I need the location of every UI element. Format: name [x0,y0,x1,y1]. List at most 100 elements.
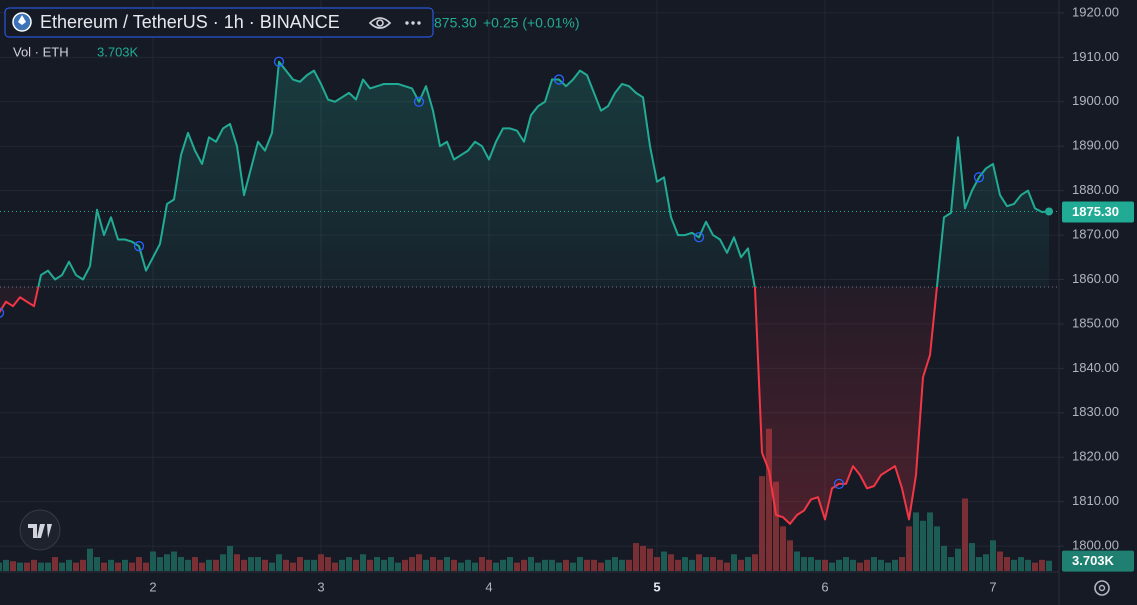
volume-bar [234,554,240,571]
volume-label-box [1062,550,1134,572]
volume-bar [101,562,107,571]
volume-bar [682,557,688,571]
volume-bar [206,559,212,571]
eye-icon[interactable] [368,17,392,29]
settings-icon[interactable] [1094,580,1110,596]
volume-bar [766,428,772,571]
volume-bar [297,557,303,571]
volume-bar [976,557,982,571]
event-marker [133,241,145,252]
more-icon[interactable] [405,21,421,25]
volume-bar [1011,559,1017,571]
volume-bar [220,554,226,571]
price-change: +0.25 (+0.01%) [483,15,580,31]
y-tick-label: 1830.00 [1072,404,1119,419]
x-tick-label: 5 [653,579,660,594]
y-tick-label: 1850.00 [1072,315,1119,330]
volume-bar [577,557,583,571]
volume-bar [1032,562,1038,571]
volume-bar [535,562,541,571]
volume-bar [857,562,863,571]
volume-bar [108,559,114,571]
volume-bar [654,557,660,571]
y-tick-label: 1870.00 [1072,227,1119,242]
volume-bar [927,512,933,571]
volume-bar [185,559,191,571]
volume-bar [430,557,436,571]
y-tick-label: 1900.00 [1072,93,1119,108]
volume-bar [1025,559,1031,571]
y-tick-label: 1840.00 [1072,360,1119,375]
volume-bar [269,562,275,571]
volume-bar [479,557,485,571]
event-marker [833,478,845,490]
volume-bar [10,561,16,571]
x-tick-label: 2 [149,579,156,594]
volume-bar [899,557,905,571]
volume-bar [815,559,821,571]
volume-bar [241,559,247,571]
volume-bar [52,557,58,571]
volume-bar [969,543,975,571]
volume-bar [871,557,877,571]
volume-bar [423,559,429,571]
volume-bar [122,559,128,571]
volume-bar [745,557,751,571]
symbol-box[interactable] [4,7,434,38]
volume-bar [892,559,898,571]
volume-bar [360,554,366,571]
volume-bar [472,562,478,571]
volume-bar [311,559,317,571]
volume-bar [17,562,23,571]
event-marker [413,96,425,107]
volume-bar [115,562,121,571]
x-tick-label: 6 [821,579,828,594]
symbol-title: Ethereum / TetherUS · 1h · BINANCE [40,12,340,32]
volume-bar [640,545,646,571]
volume-bar [934,526,940,571]
volume-bar [556,562,562,571]
volume-bar [1018,557,1024,571]
volume-bar [808,557,814,571]
symbol-icon [18,15,26,25]
volume-bar [367,559,373,571]
volume-bar [521,559,527,571]
volume-bar [696,554,702,571]
volume-bar [66,559,72,571]
volume-bar [514,562,520,571]
volume-bar [444,557,450,571]
event-marker [693,232,705,243]
volume-bar [486,559,492,571]
tv-logo[interactable] [19,509,61,551]
volume-bar [493,562,499,571]
volume-bar [0,562,2,571]
volume-bar [549,559,555,571]
y-tick-label: 1820.00 [1072,449,1119,464]
volume-bar [612,557,618,571]
volume-bar [3,559,9,571]
y-tick-label: 1800.00 [1072,538,1119,553]
volume-bar [850,559,856,571]
volume-bar [941,545,947,571]
last-price: 875.30 [434,15,477,31]
volume-bar [80,559,86,571]
y-tick-label: 1880.00 [1072,182,1119,197]
volume-bar [759,476,765,571]
volume-bar [731,554,737,571]
volume-bar [395,562,401,571]
volume-bar [381,559,387,571]
volume-bar [178,557,184,571]
x-tick-label: 7 [989,579,996,594]
volume-bar [346,557,352,571]
volume-bar [542,559,548,571]
volume-bar [143,562,149,571]
volume-bar [94,557,100,571]
y-tick-label: 1920.00 [1072,4,1119,19]
volume-bar [738,559,744,571]
volume-bar [283,559,289,571]
volume-bar [584,559,590,571]
volume-bar [416,554,422,571]
volume-bar [129,562,135,571]
last-point [1045,207,1053,216]
baseline-area [0,61,1049,524]
